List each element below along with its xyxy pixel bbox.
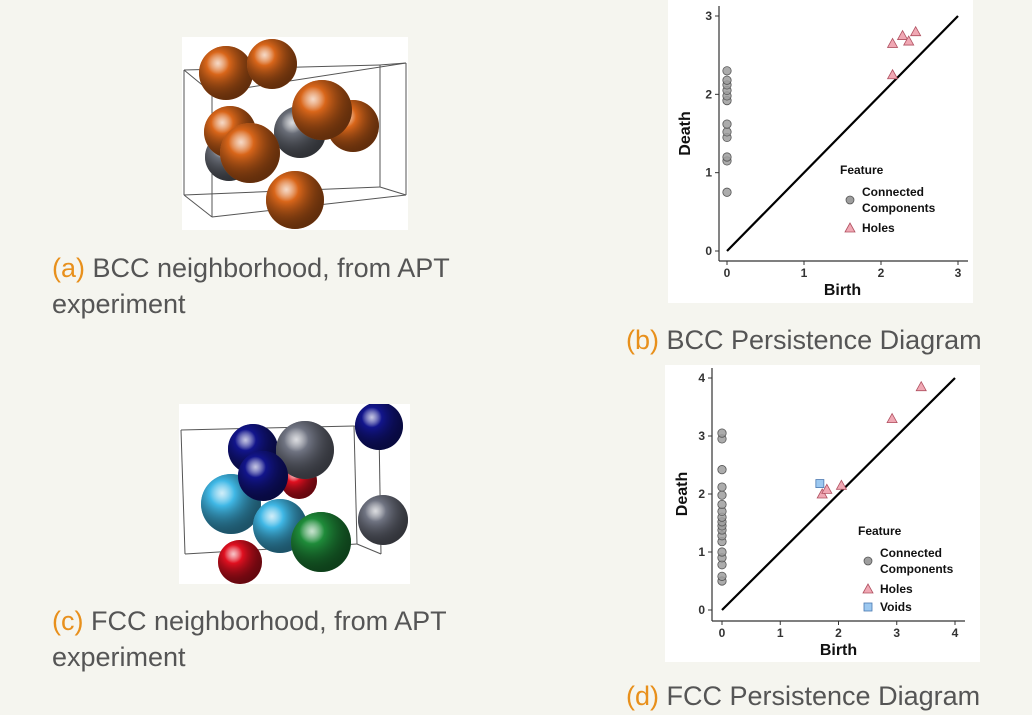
legend-label: Connected [862, 185, 924, 199]
bcc-neighborhood-image [182, 37, 408, 230]
fcc-atom-render [180, 402, 408, 584]
caption-a-text: BCC neighborhood, from APT experiment [52, 253, 450, 319]
fcc-atom-dark-blue [355, 402, 403, 450]
legend-label: Components [862, 201, 936, 215]
legend-components-swatch [863, 556, 873, 566]
caption-d: (d) FCC Persistence Diagram [626, 678, 1026, 714]
legend-holes-swatch [844, 222, 856, 233]
caption-b: (b) BCC Persistence Diagram [626, 322, 1026, 358]
fcc-neighborhood-image [179, 402, 410, 584]
caption-c: (c) FCC neighborhood, from APT experimen… [52, 603, 532, 675]
caption-c-text: FCC neighborhood, from APT experiment [52, 606, 447, 672]
y-tick-label: 1 [705, 166, 712, 180]
cube-edge [180, 429, 186, 555]
component-point [722, 152, 732, 162]
x-tick-label: 4 [952, 626, 959, 640]
cube-edge [379, 186, 407, 196]
x-tick-label: 2 [878, 266, 885, 280]
y-tick-label: 1 [698, 545, 705, 559]
hole-point [835, 479, 848, 490]
fcc-atom-green [291, 512, 351, 572]
component-point [722, 127, 732, 137]
cube-edge [379, 62, 407, 66]
component-point [722, 66, 732, 76]
x-tick-label: 0 [719, 626, 726, 640]
diagonal-line [726, 15, 959, 252]
legend-voids-swatch [863, 602, 873, 612]
x-axis-label: Birth [824, 282, 861, 299]
bcc-persistence-diagram: 0 0 1 1 2 2 3 3 Birth Death Feature Connected Compon… [668, 0, 973, 303]
bcc-atom [199, 46, 253, 100]
component-point [717, 547, 727, 557]
hole-point [821, 483, 833, 494]
y-tick-label: 3 [705, 9, 712, 23]
legend-title: Feature [840, 163, 884, 177]
legend-title: Feature [858, 524, 902, 538]
x-tick-label: 1 [801, 266, 808, 280]
bcc-atom-render [183, 39, 407, 229]
component-point [722, 119, 732, 129]
legend-holes-swatch [862, 583, 874, 594]
legend-label: Connected [880, 546, 942, 560]
caption-d-text: FCC Persistence Diagram [666, 681, 981, 711]
component-point [722, 75, 732, 85]
legend-label: Voids [880, 600, 912, 614]
fcc-persistence-diagram: 0 0 1 1 2 2 3 3 4 4 Birth Death Feature Connected Comp… [665, 365, 980, 662]
fcc-atom-red [218, 540, 262, 584]
cube-edge [356, 543, 382, 555]
component-point [722, 187, 732, 197]
x-axis-label: Birth [820, 642, 857, 659]
hole-point [903, 35, 915, 46]
y-axis-label: Death [674, 472, 691, 516]
legend-components-swatch [845, 195, 855, 205]
component-point [717, 571, 727, 581]
x-tick-label: 2 [835, 626, 842, 640]
hole-point [886, 37, 899, 48]
legend-label: Components [880, 562, 954, 576]
component-point [717, 499, 727, 510]
cube-edge [180, 425, 355, 431]
x-tick-label: 3 [955, 266, 962, 280]
y-tick-label: 3 [698, 429, 705, 443]
caption-c-letter: (c) [52, 606, 84, 636]
component-point [717, 428, 727, 438]
caption-b-text: BCC Persistence Diagram [666, 325, 982, 355]
x-tick-label: 3 [893, 626, 900, 640]
bcc-atom [266, 171, 324, 229]
caption-a-letter: (a) [52, 253, 85, 283]
caption-b-letter: (b) [626, 325, 659, 355]
bcc-persistence-chart: 00 1 1 2 2 3 3 Birth Death Feature Connected Compon… [677, 6, 968, 299]
hole-point [915, 380, 927, 392]
y-tick-label: 2 [705, 87, 712, 101]
hole-point [886, 412, 898, 423]
y-axis-label: Death [677, 111, 694, 155]
void-point [815, 479, 825, 488]
hole-point [909, 25, 922, 37]
hole-point [896, 29, 909, 40]
cube-edge [353, 425, 358, 545]
caption-a: (a) BCC neighborhood, from APT experimen… [52, 250, 532, 322]
fcc-persistence-chart: 00 1 1 2 2 3 3 4 4 Birth Death Feature Connected Comp… [674, 368, 965, 659]
y-tick-label: 4 [698, 371, 705, 385]
component-point [717, 465, 727, 475]
hole-point [886, 68, 899, 80]
y-tick-label: 0 [705, 244, 712, 258]
component-point [717, 482, 727, 492]
fcc-atom-gray [276, 421, 334, 479]
fcc-atom-dark-blue [238, 451, 288, 501]
diagonal-line [721, 377, 956, 611]
x-tick-label: 1 [777, 626, 784, 640]
caption-d-letter: (d) [626, 681, 659, 711]
y-tick-label: 2 [698, 487, 705, 501]
legend-label: Holes [880, 582, 913, 596]
bcc-atom [220, 123, 280, 183]
bcc-atom [247, 39, 297, 89]
y-tick-label: 0 [698, 603, 705, 617]
cube-edge [183, 194, 213, 218]
bcc-atom [292, 80, 352, 140]
x-tick-label: 0 [724, 266, 731, 280]
fcc-atom-gray [358, 495, 408, 545]
component-point [717, 490, 727, 500]
legend-label: Holes [862, 221, 895, 235]
